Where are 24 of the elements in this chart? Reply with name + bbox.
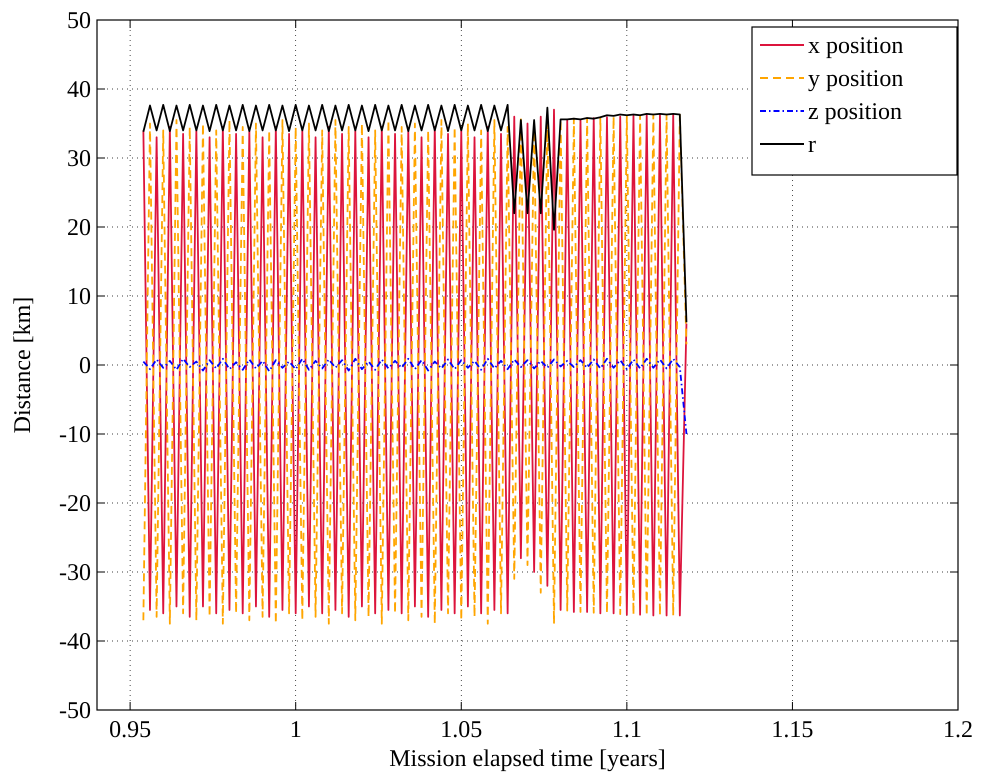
x-tick-label: 1.15 — [771, 717, 814, 743]
y-tick-label: -50 — [59, 698, 91, 724]
y-tick-label: -30 — [59, 560, 91, 586]
y-axis-title: Distance [km] — [10, 296, 36, 434]
x-tick-label: 1.05 — [440, 717, 482, 743]
y-tick-label: 50 — [67, 8, 91, 34]
y-tick-label: -20 — [59, 491, 91, 517]
x-axis-title: Mission elapsed time [years] — [389, 746, 666, 772]
line-series — [142, 358, 688, 435]
x-tick-label: 1 — [290, 717, 302, 743]
y-tick-label: -40 — [59, 629, 91, 655]
y-tick-label: 10 — [67, 284, 91, 310]
y-tick-label: 0 — [79, 353, 91, 379]
x-tick-label: 1.2 — [943, 717, 973, 743]
y-tick-label: 40 — [67, 77, 91, 103]
y-tick-label: 20 — [67, 215, 91, 241]
legend-label: y position — [808, 66, 904, 92]
y-tick-label: 30 — [67, 146, 91, 172]
x-tick-label: 1.1 — [612, 717, 642, 743]
y-tick-label: -10 — [59, 422, 91, 448]
legend-label: x position — [808, 33, 904, 59]
legend-label: r — [808, 132, 816, 158]
legend-label: z position — [808, 99, 902, 125]
x-tick-label: 0.95 — [109, 717, 152, 743]
